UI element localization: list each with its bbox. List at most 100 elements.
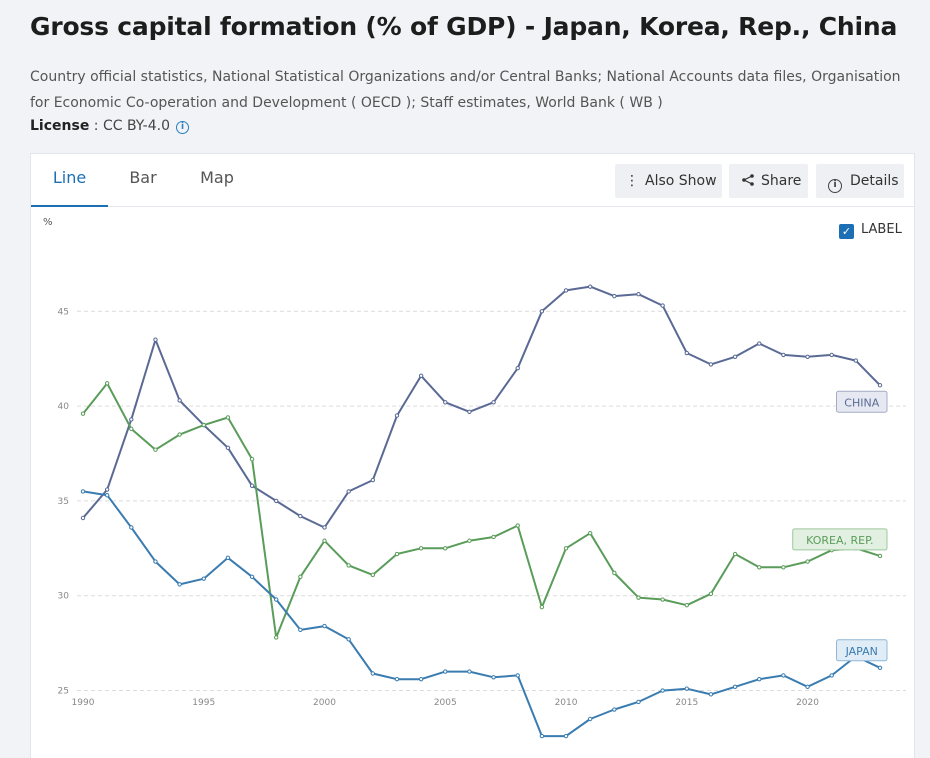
data-point-china-1997 bbox=[249, 483, 255, 488]
details-button[interactable]: i Details bbox=[816, 164, 904, 198]
data-point-japan-2017 bbox=[732, 684, 738, 689]
data-point-korea-rep-2015 bbox=[684, 603, 689, 608]
data-point-korea-rep-2003 bbox=[394, 551, 400, 557]
series-line-japan bbox=[82, 490, 881, 738]
tab-map[interactable]: Map bbox=[200, 168, 234, 187]
data-point-korea-rep-2020 bbox=[805, 559, 810, 564]
x-tick-label-1990: 1990 bbox=[72, 698, 95, 708]
data-point-korea-rep-2016 bbox=[708, 591, 714, 597]
data-point-china-2010 bbox=[563, 288, 569, 293]
also-show-button[interactable]: ⋮ Also Show bbox=[615, 164, 722, 198]
also-show-label: Also Show bbox=[645, 173, 717, 189]
x-tick-label-2015: 2015 bbox=[675, 698, 698, 708]
data-point-japan-2005 bbox=[443, 669, 448, 674]
data-point-japan-2008 bbox=[515, 673, 520, 678]
tab-line[interactable]: Line bbox=[31, 154, 108, 207]
series-label-korea-rep: KOREA, REP. bbox=[806, 534, 873, 547]
y-axis-unit: % bbox=[43, 217, 53, 228]
info-icon[interactable]: i bbox=[175, 121, 189, 134]
page-title: Gross capital formation (% of GDP) - Jap… bbox=[30, 12, 898, 41]
x-tick-label-2005: 2005 bbox=[434, 698, 457, 708]
data-point-china-2022 bbox=[853, 358, 859, 363]
data-point-korea-rep-2018 bbox=[757, 565, 762, 570]
data-point-china-1998 bbox=[274, 498, 279, 504]
vertical-dots-icon: ⋮ bbox=[625, 173, 639, 189]
data-point-china-2001 bbox=[346, 489, 351, 494]
data-point-korea-rep-2000 bbox=[322, 538, 327, 543]
y-tick-label-40: 40 bbox=[58, 402, 70, 412]
data-point-japan-2007 bbox=[491, 675, 496, 680]
data-point-china-2018 bbox=[757, 341, 762, 346]
x-tick-label-2000: 2000 bbox=[313, 698, 336, 708]
data-point-china-1990 bbox=[80, 515, 86, 521]
data-point-japan-1992 bbox=[129, 525, 134, 530]
data-point-china-2007 bbox=[491, 400, 496, 405]
data-point-china-2009 bbox=[539, 309, 545, 314]
data-point-china-1992 bbox=[129, 417, 134, 422]
data-point-japan-1994 bbox=[177, 582, 182, 587]
data-point-korea-rep-1995 bbox=[201, 422, 206, 428]
data-point-korea-rep-1998 bbox=[274, 635, 279, 640]
data-point-korea-rep-2017 bbox=[732, 551, 738, 557]
license: License : CC BY-4.0 i bbox=[30, 118, 189, 134]
data-point-korea-rep-2005 bbox=[443, 546, 448, 551]
data-point-japan-1991 bbox=[104, 493, 110, 498]
license-separator: : bbox=[89, 118, 103, 134]
series-label-box-japan bbox=[836, 639, 888, 662]
data-point-china-1996 bbox=[225, 445, 231, 451]
series-label-box-china bbox=[836, 390, 888, 413]
series-label-china: CHINA bbox=[844, 396, 879, 409]
data-point-china-2014 bbox=[660, 303, 665, 308]
data-point-japan-2018 bbox=[757, 676, 762, 682]
data-point-china-1991 bbox=[104, 487, 110, 492]
data-point-china-2011 bbox=[587, 284, 593, 289]
source-description: Country official statistics, National St… bbox=[30, 69, 901, 111]
data-point-japan-1990 bbox=[80, 489, 86, 494]
x-tick-label-1995: 1995 bbox=[192, 698, 215, 708]
share-button[interactable]: Share bbox=[729, 164, 808, 198]
y-tick-label-35: 35 bbox=[58, 497, 69, 507]
license-value: CC BY-4.0 bbox=[102, 118, 170, 134]
data-point-japan-2013 bbox=[636, 699, 641, 705]
data-point-korea-rep-2010 bbox=[563, 546, 569, 551]
data-point-korea-rep-2002 bbox=[370, 572, 376, 578]
data-point-korea-rep-1990 bbox=[80, 411, 86, 416]
data-point-china-2006 bbox=[467, 409, 472, 415]
data-point-japan-2021 bbox=[829, 673, 834, 678]
data-point-china-2019 bbox=[781, 352, 786, 358]
line-chart: 25 30 35 40 45 1990 1995 2000 2005 2010 2015 2020 CH… bbox=[58, 284, 906, 739]
data-point-china-2020 bbox=[805, 354, 810, 360]
data-point-korea-rep-2006 bbox=[467, 538, 472, 543]
series-line-korea-rep bbox=[82, 382, 881, 639]
data-point-japan-2015 bbox=[684, 686, 689, 691]
tab-bar[interactable]: Bar bbox=[129, 168, 157, 187]
data-point-china-2005 bbox=[443, 400, 448, 405]
data-point-japan-1998 bbox=[274, 597, 279, 602]
data-point-korea-rep-2019 bbox=[781, 565, 786, 570]
data-point-japan-1996 bbox=[225, 555, 231, 561]
info-circle-icon: i bbox=[828, 179, 842, 193]
data-point-japan-2020 bbox=[805, 684, 810, 689]
data-point-china-2021 bbox=[829, 352, 834, 358]
data-point-japan-2001 bbox=[346, 637, 351, 642]
data-point-korea-rep-1993 bbox=[153, 447, 158, 452]
data-point-korea-rep-2011 bbox=[587, 530, 593, 536]
data-point-japan-2019 bbox=[781, 673, 786, 678]
data-point-korea-rep-2004 bbox=[418, 546, 424, 551]
data-point-japan-2023 bbox=[877, 665, 883, 671]
data-point-china-2013 bbox=[636, 292, 641, 297]
data-point-china-2015 bbox=[684, 350, 689, 356]
series-label-japan: JAPAN bbox=[845, 645, 878, 658]
data-point-china-2023 bbox=[877, 383, 883, 388]
details-label: Details bbox=[850, 173, 899, 189]
data-point-japan-2009 bbox=[539, 733, 545, 739]
data-point-china-1993 bbox=[153, 337, 158, 342]
data-point-korea-rep-2014 bbox=[660, 597, 665, 602]
data-point-china-1994 bbox=[177, 398, 182, 403]
data-point-korea-rep-1999 bbox=[298, 574, 303, 579]
label-checkbox[interactable]: ✓ bbox=[839, 224, 854, 239]
label-toggle[interactable]: ✓ LABEL bbox=[839, 222, 902, 240]
data-point-china-1999 bbox=[298, 513, 303, 519]
data-point-china-2004 bbox=[418, 373, 424, 378]
data-point-japan-2016 bbox=[708, 692, 714, 697]
